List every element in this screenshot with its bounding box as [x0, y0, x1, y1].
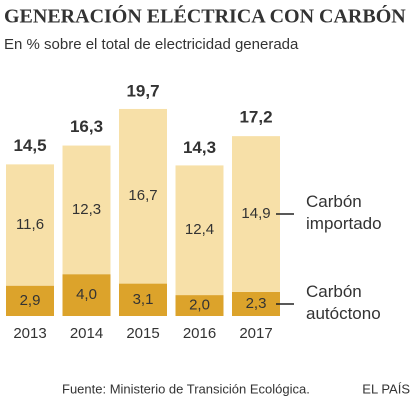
x-tick-label: 2016	[183, 325, 216, 342]
total-label: 16,3	[70, 117, 103, 136]
x-tick-label: 2013	[13, 325, 46, 342]
total-label: 14,3	[183, 138, 216, 157]
legend-label: Carbón importado	[306, 193, 382, 234]
total-label: 17,2	[239, 108, 272, 127]
source: Fuente: Ministerio de Transición Ecológi…	[62, 381, 310, 396]
bar-segment	[6, 285, 54, 316]
legend-line-text: importado	[306, 215, 382, 234]
value-label: 12,3	[72, 201, 101, 218]
bar-segment	[62, 145, 111, 275]
bar-segment	[232, 291, 280, 316]
total-label: 14,5	[13, 136, 46, 155]
legend-label: Carbón autóctono	[306, 282, 381, 323]
value-label: 11,6	[16, 216, 44, 233]
bar-segment	[119, 283, 167, 316]
bar-segment	[175, 295, 224, 316]
chart-subtitle: En % sobre el total de electricidad gene…	[4, 36, 299, 53]
legend-line-text: Carbón	[306, 193, 366, 212]
chart-title: GENERACIÓN ELÉCTRICA CON CARBÓN	[4, 4, 406, 28]
bar-segment	[62, 274, 111, 316]
value-label: 2,9	[20, 292, 41, 309]
bar-segment	[119, 108, 167, 284]
value-label: 2,0	[189, 297, 210, 314]
credit: EL PAÍS	[362, 381, 410, 396]
x-tick-label: 2014	[70, 325, 103, 342]
bar-segment	[175, 165, 224, 296]
x-tick-label: 2017	[239, 325, 272, 342]
bar-segment	[232, 136, 280, 292]
legend-line-text: autóctono	[306, 304, 381, 323]
x-tick-label: 2015	[126, 325, 159, 342]
legend-line-text: Carbón	[306, 282, 366, 301]
value-label: 3,1	[133, 291, 154, 308]
value-label: 12,4	[185, 221, 214, 238]
value-label: 16,7	[128, 187, 157, 204]
value-label: 14,9	[241, 205, 270, 222]
value-label: 2,3	[246, 295, 267, 312]
bar-segment	[6, 164, 54, 286]
value-label: 4,0	[76, 286, 97, 303]
total-label: 19,7	[126, 81, 159, 100]
